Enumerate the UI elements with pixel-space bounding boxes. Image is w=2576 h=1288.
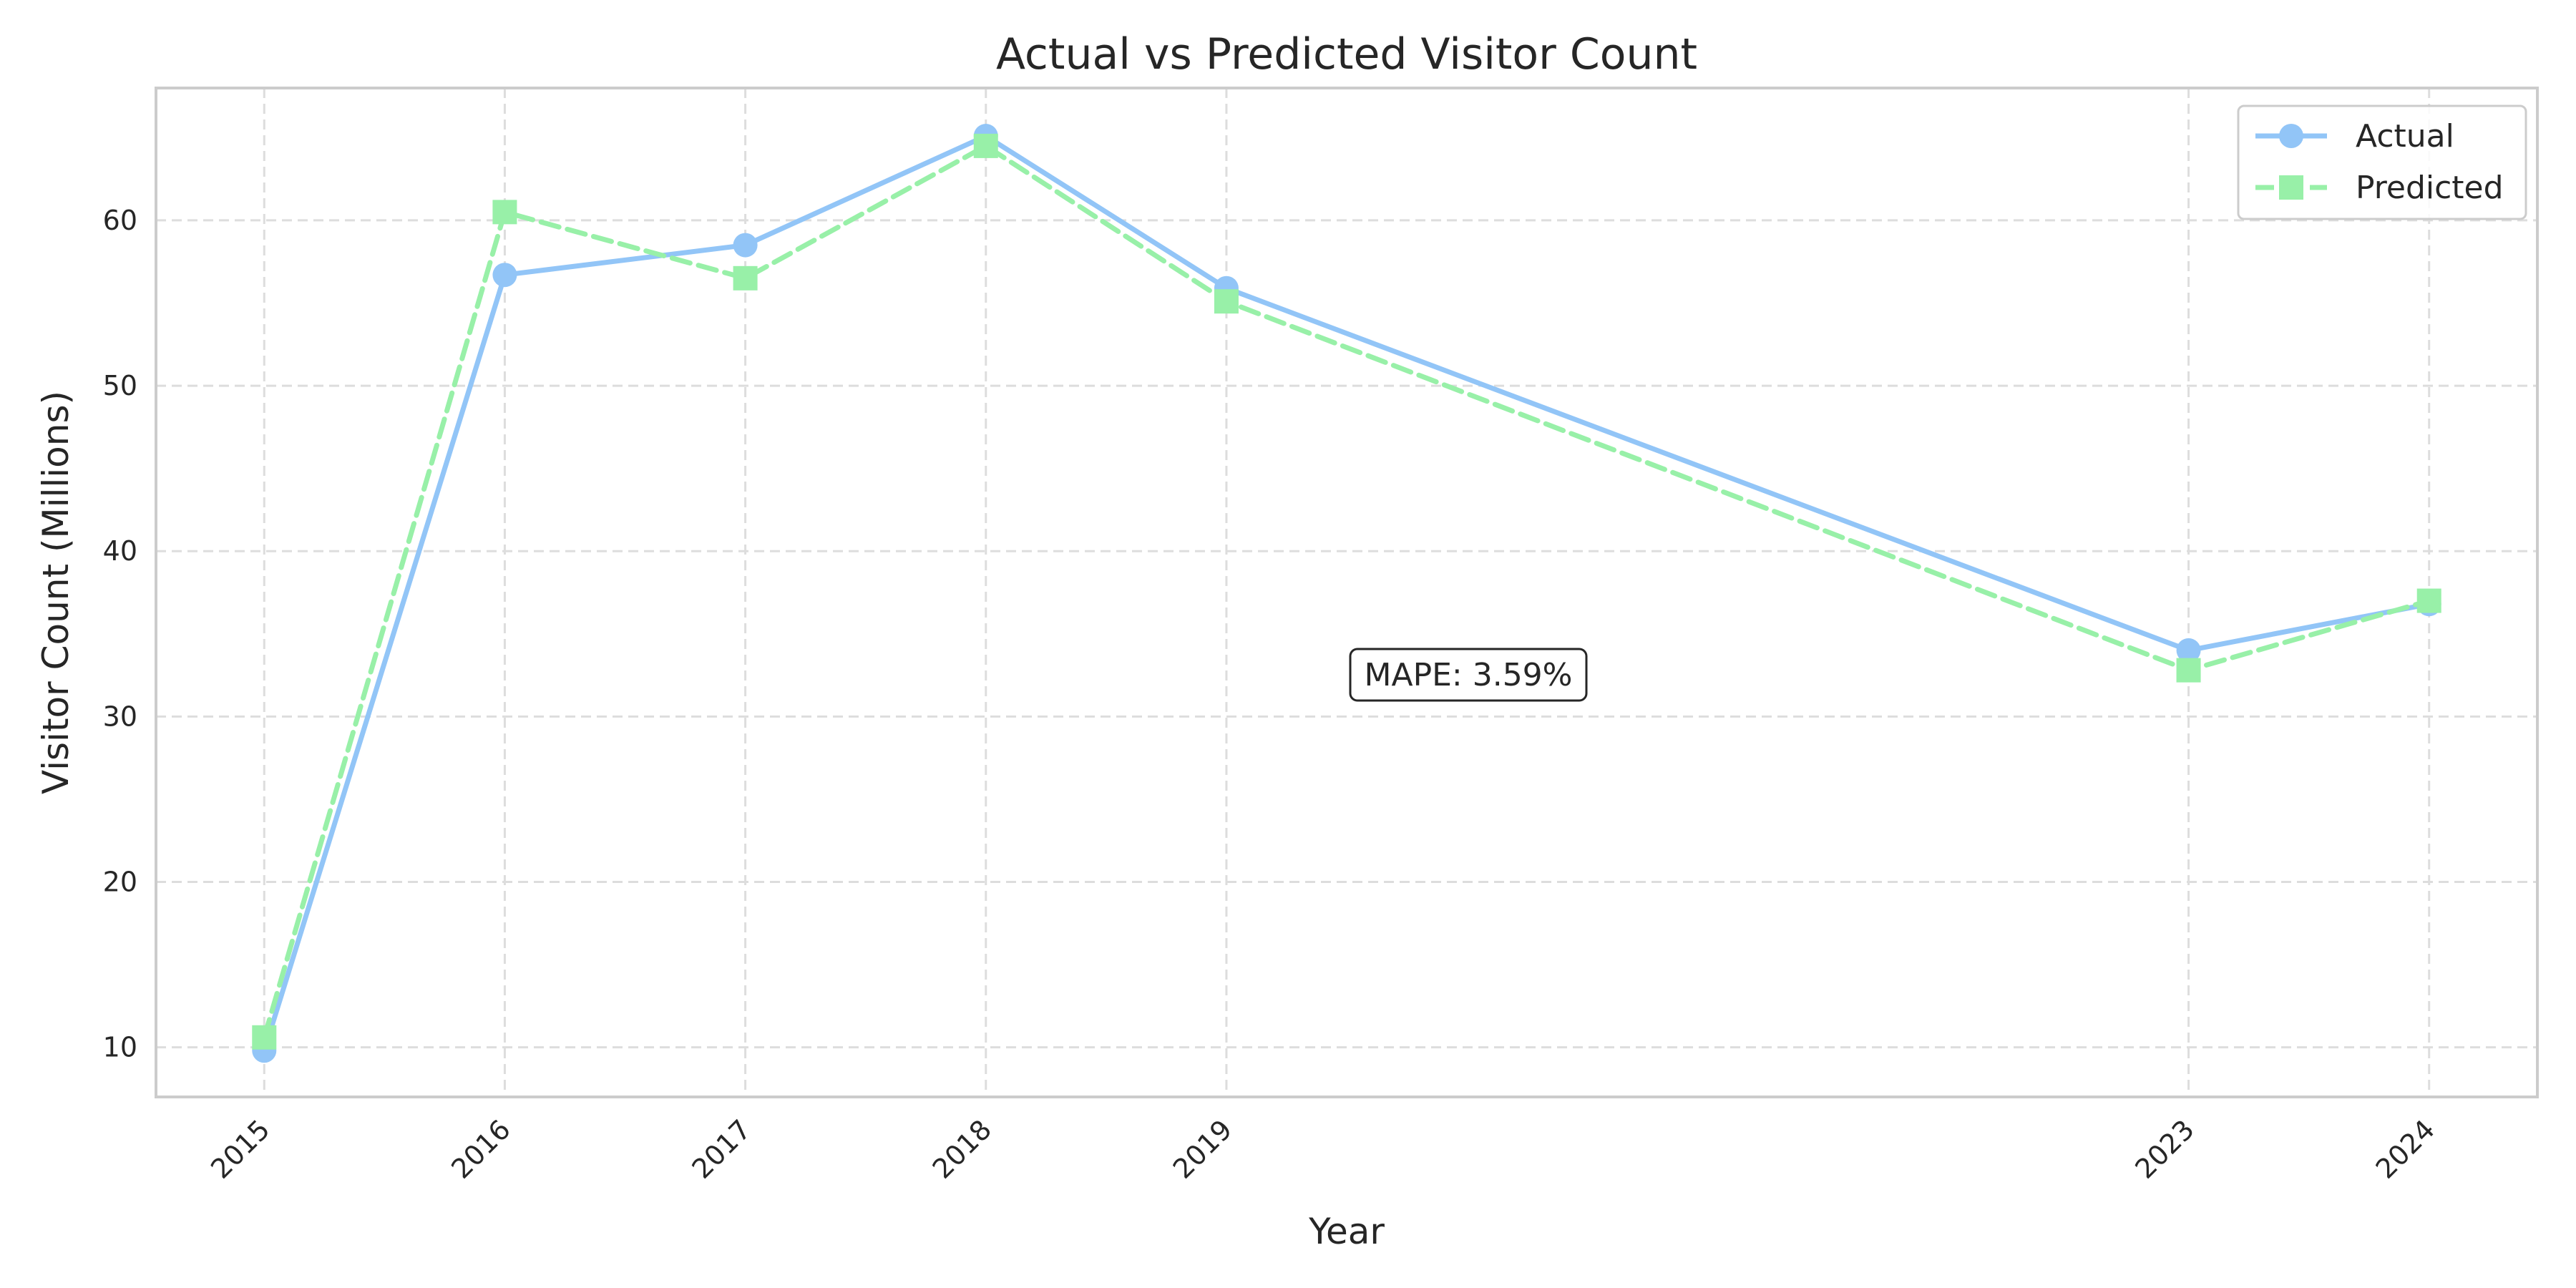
predicted-point (733, 265, 758, 291)
x-axis-label: Year (1308, 1211, 1385, 1252)
predicted-point (2176, 658, 2201, 683)
plot-frame (155, 87, 2539, 1098)
actual-point (2176, 638, 2201, 663)
series-layer (252, 124, 2441, 1063)
predicted-point (492, 200, 517, 225)
predicted-point (1214, 289, 1239, 314)
actual-point (492, 263, 517, 288)
legend-predicted-label: Predicted (2356, 170, 2504, 206)
chart-title: Actual vs Predicted Visitor Count (996, 29, 1697, 79)
y-ticks: 10 20 30 40 50 60 (103, 205, 137, 1063)
legend-predicted-marker (2279, 175, 2303, 200)
y-tick-label: 40 (103, 535, 137, 567)
y-tick-label: 20 (103, 867, 137, 898)
actual-point (733, 233, 758, 258)
predicted-point (973, 133, 998, 158)
predicted-point (2416, 588, 2441, 613)
y-tick-label: 10 (103, 1032, 137, 1063)
grid (156, 88, 2537, 1097)
y-tick-label: 30 (103, 701, 137, 732)
y-tick-label: 60 (103, 205, 137, 236)
legend-actual-marker (2279, 124, 2303, 148)
predicted-point (252, 1025, 277, 1050)
y-axis-label: Visitor Count (Millions) (35, 391, 77, 794)
legend-actual-label: Actual (2356, 118, 2454, 155)
mape-annotation-text: MAPE: 3.59% (1365, 657, 1573, 693)
mape-annotation-box (1349, 648, 1588, 702)
y-tick-label: 50 (103, 370, 137, 401)
mape-annotation: MAPE: 3.59% (1349, 648, 1588, 702)
legend: Actual Predicted (2237, 104, 2527, 220)
